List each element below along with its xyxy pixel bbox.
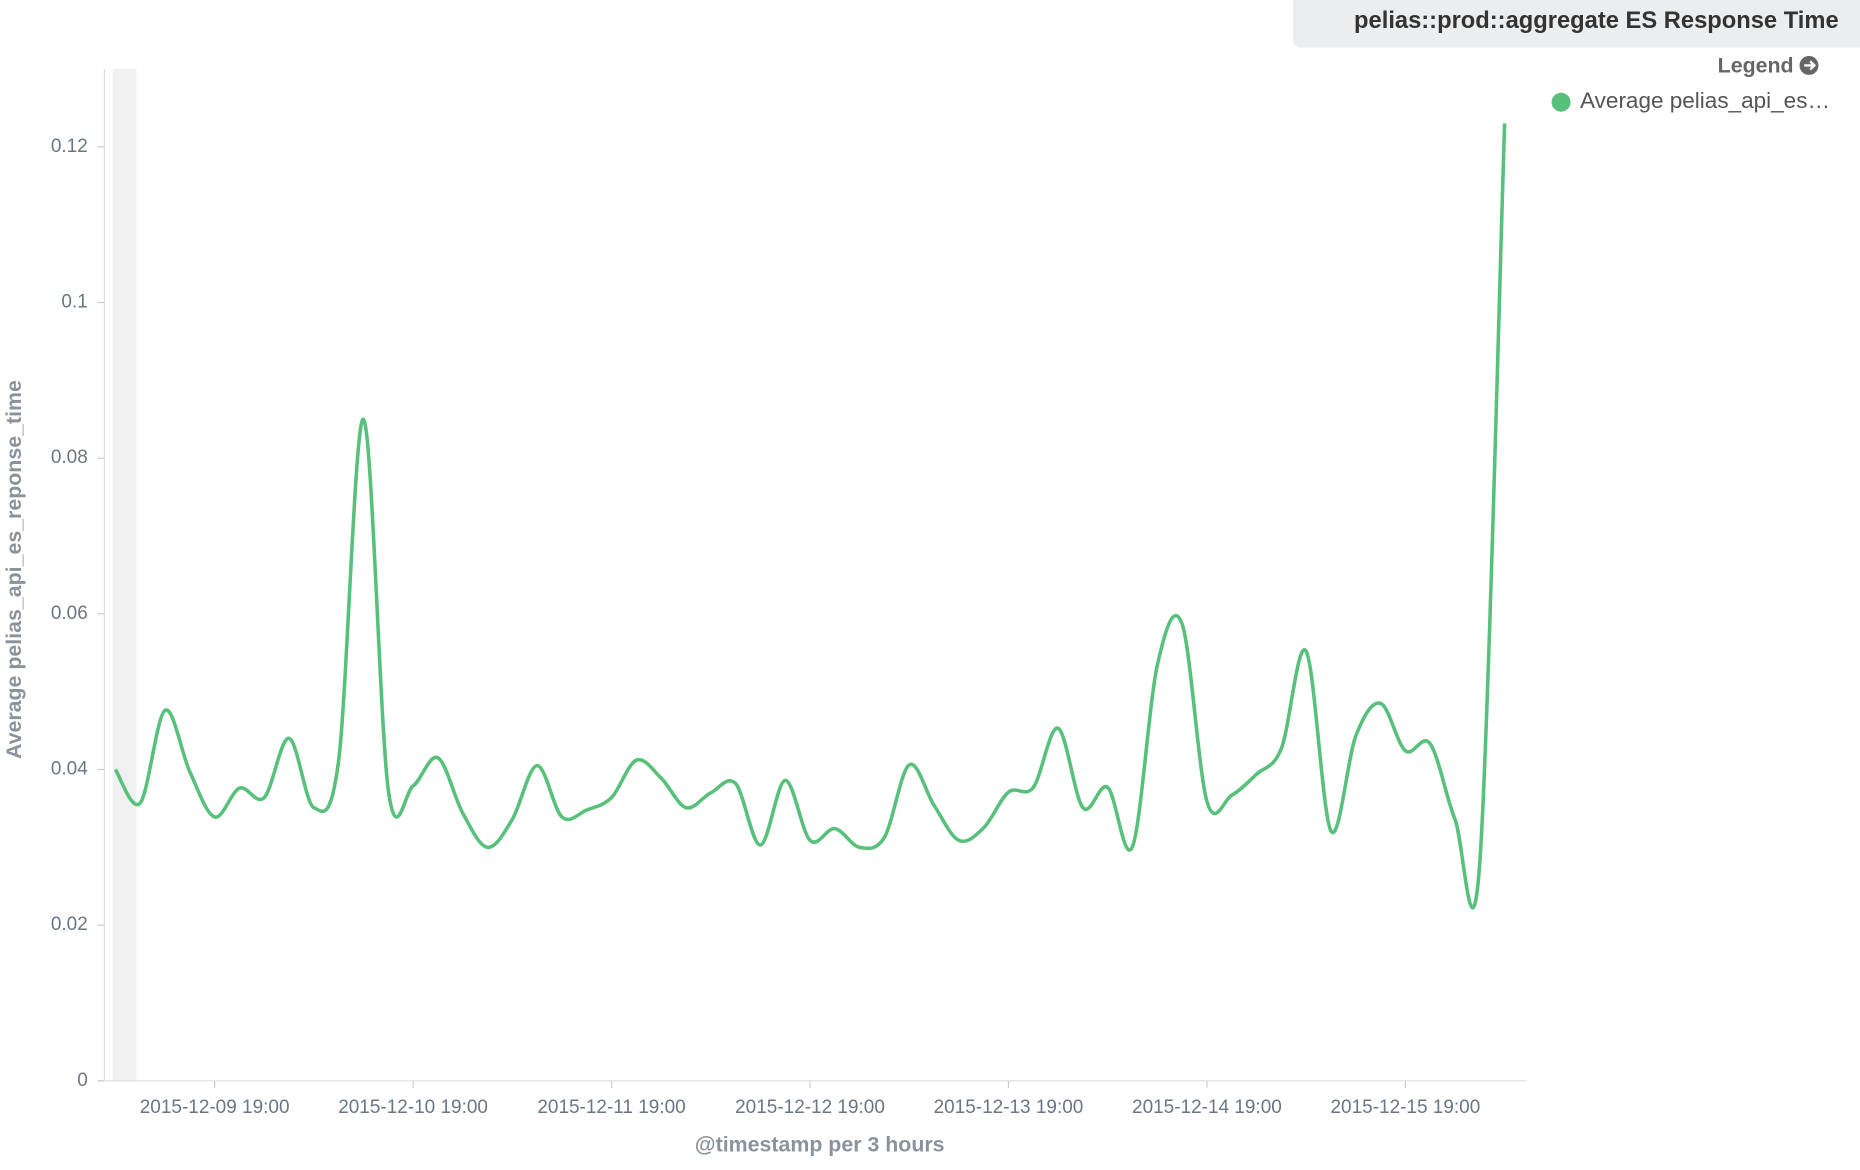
x-tick-label: 2015-12-14 19:00 [1132,1097,1282,1118]
chart-title: pelias::prod::aggregate ES Response Time [1354,8,1839,34]
x-tick-label: 2015-12-11 19:00 [537,1097,685,1118]
legend-arrow[interactable] [1799,55,1819,75]
y-axis-title: Average pelias_api_es_reponse_time [2,380,26,759]
y-tick-label: 0 [77,1070,88,1091]
legend-toggle[interactable]: Legend [1718,53,1794,77]
x-tick-label: 2015-12-12 19:00 [735,1097,885,1118]
data-line [113,123,1507,910]
x-tick-label: 2015-12-13 19:00 [934,1097,1084,1118]
y-tick-label: 0.04 [51,759,88,780]
y-tick-label: 0.12 [51,136,88,157]
partial-bucket [112,68,137,1081]
legend-label: Average pelias_api_es… [1580,88,1830,113]
y-tick-label: 0.02 [51,914,88,935]
x-tick-label: 2015-12-09 19:00 [140,1097,290,1118]
x-tick-label: 2015-12-10 19:00 [338,1097,488,1118]
y-tick-label: 0.06 [51,603,88,624]
y-tick-label: 0.1 [61,292,87,313]
x-axis-title: @timestamp per 3 hours [695,1133,945,1157]
x-tick-label: 2015-12-15 19:00 [1331,1097,1481,1118]
y-tick-label: 0.08 [51,447,88,468]
legend-swatch [1551,92,1571,112]
title-box [1292,0,1860,48]
